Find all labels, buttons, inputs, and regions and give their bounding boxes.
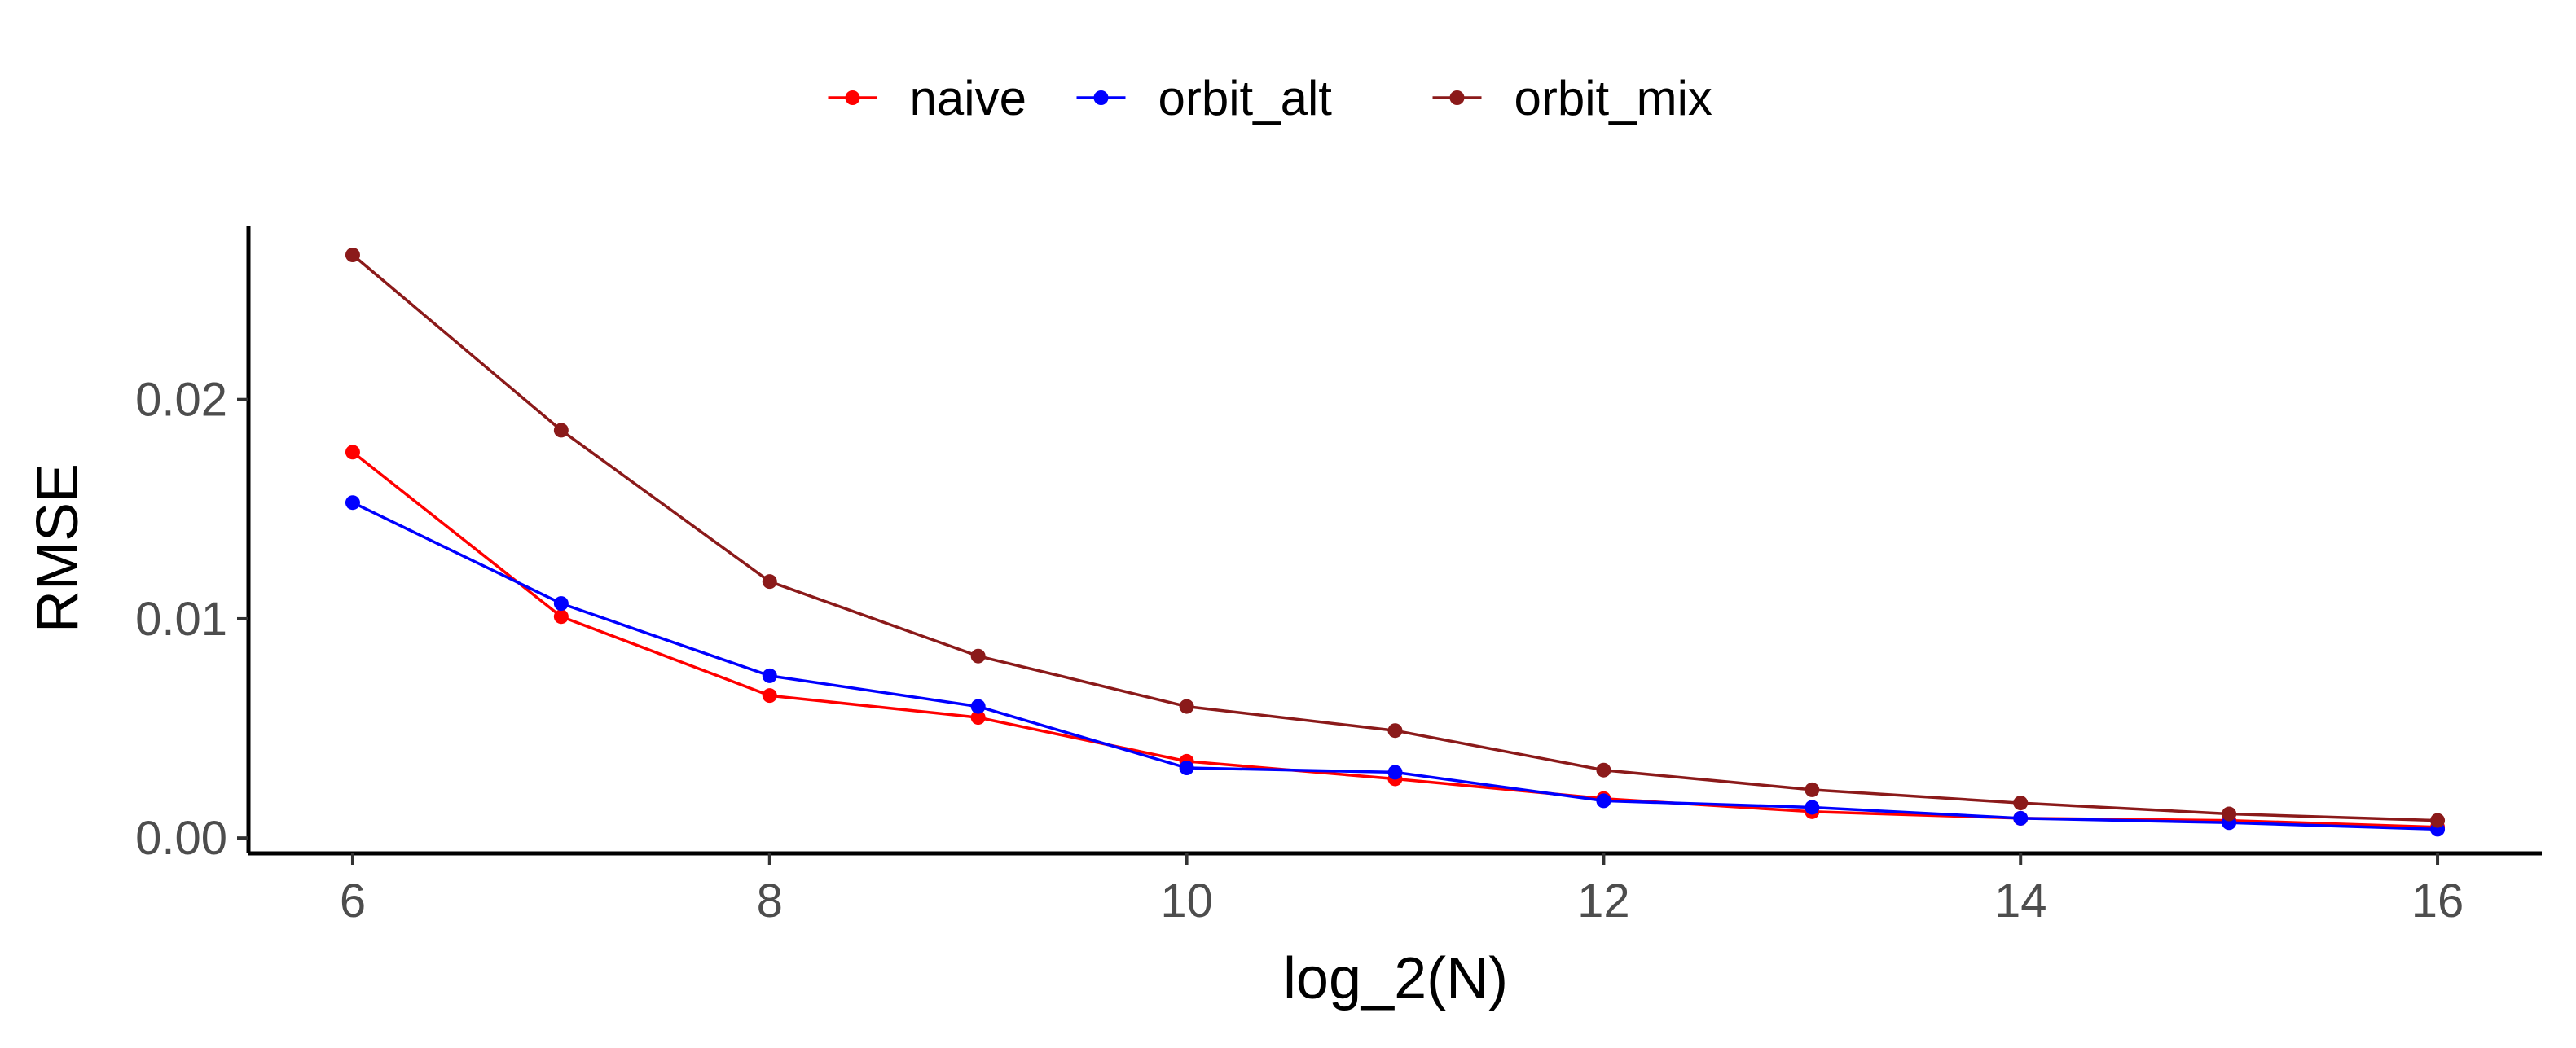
data-point-orbit_mix — [1179, 699, 1194, 714]
y-tick-label: 0.00 — [135, 812, 227, 865]
data-point-orbit_alt — [1596, 793, 1611, 809]
legend-item-orbit_alt: orbit_alt — [1076, 71, 1333, 125]
series-orbit_alt — [345, 495, 2446, 837]
legend-label: orbit_alt — [1158, 71, 1333, 125]
legend-label: orbit_mix — [1514, 71, 1712, 125]
series-layer — [345, 248, 2446, 837]
x-tick-label: 14 — [1994, 875, 2047, 927]
axes: 6 8 10 12 14 16 0.00 0.01 0.02 — [135, 226, 2542, 927]
x-tick-label: 6 — [340, 875, 366, 927]
x-axis-title: log_2(N) — [1283, 946, 1508, 1011]
x-tick-label: 10 — [1160, 875, 1213, 927]
data-point-orbit_mix — [2013, 796, 2029, 811]
data-point-orbit_mix — [1387, 723, 1403, 739]
y-tick-label: 0.02 — [135, 374, 227, 427]
series-orbit_mix — [345, 248, 2446, 828]
data-point-orbit_alt — [970, 699, 986, 714]
y-tick-label: 0.01 — [135, 593, 227, 646]
data-point-naive — [762, 688, 777, 704]
legend: naive orbit_alt orbit_mix — [828, 71, 1712, 125]
x-tick-label: 12 — [1577, 875, 1630, 927]
data-point-orbit_alt — [1805, 800, 1820, 815]
data-point-orbit_mix — [345, 248, 360, 262]
data-point-orbit_mix — [2222, 806, 2237, 822]
legend-item-naive: naive — [828, 71, 1026, 125]
data-point-orbit_mix — [2430, 813, 2446, 828]
data-point-orbit_alt — [1387, 765, 1403, 780]
data-point-naive — [970, 710, 986, 726]
data-point-orbit_mix — [970, 648, 986, 664]
data-point-naive — [345, 445, 360, 460]
legend-item-orbit_mix: orbit_mix — [1432, 71, 1712, 125]
legend-key-point — [845, 90, 860, 105]
legend-key-point — [1093, 90, 1109, 105]
y-axis-title: RMSE — [25, 463, 90, 633]
data-point-orbit_mix — [553, 423, 569, 438]
data-point-orbit_alt — [2013, 810, 2029, 826]
legend-key-point — [1449, 90, 1465, 105]
data-point-naive — [553, 609, 569, 625]
legend-label: naive — [910, 71, 1026, 125]
data-point-orbit_alt — [1179, 761, 1194, 775]
data-point-orbit_alt — [345, 495, 360, 511]
data-point-orbit_mix — [1805, 782, 1820, 797]
data-point-orbit_mix — [762, 574, 777, 590]
x-tick-label: 16 — [2411, 875, 2464, 927]
data-point-orbit_alt — [553, 596, 569, 612]
x-tick-label: 8 — [757, 875, 783, 927]
data-point-orbit_mix — [1596, 762, 1611, 778]
data-point-orbit_alt — [762, 668, 777, 683]
